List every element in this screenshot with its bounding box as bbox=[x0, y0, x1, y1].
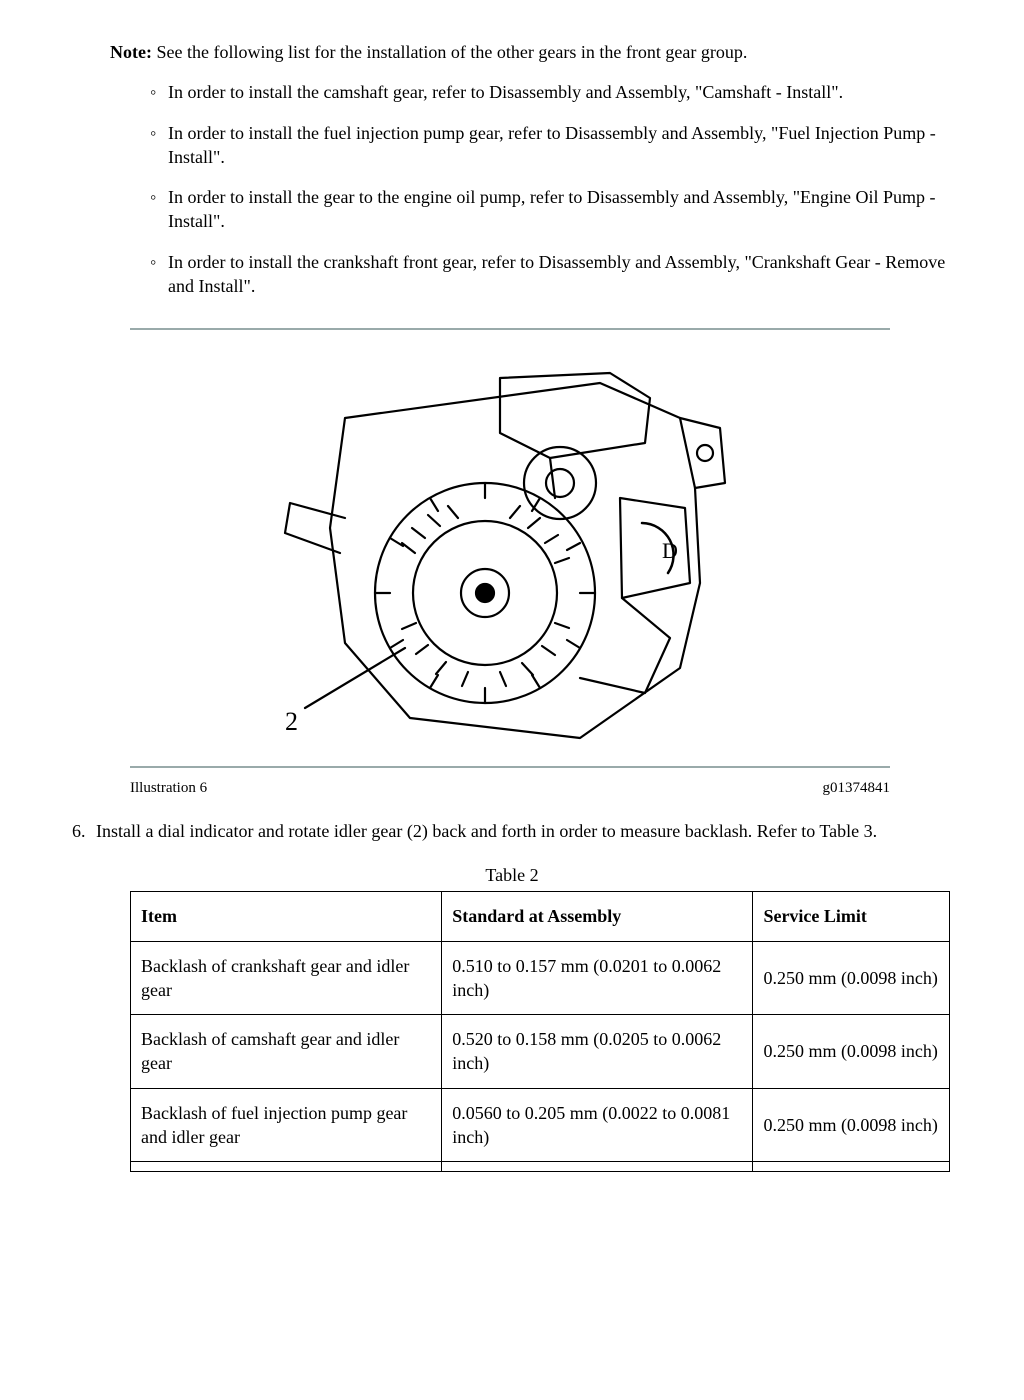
note-label: Note: bbox=[110, 42, 152, 62]
procedure-list: Install a dial indicator and rotate idle… bbox=[90, 819, 964, 843]
col-limit: Service Limit bbox=[753, 892, 950, 941]
note-paragraph: Note: See the following list for the ins… bbox=[110, 40, 964, 64]
table-header-row: Item Standard at Assembly Service Limit bbox=[131, 892, 950, 941]
cell: Backlash of fuel injection pump gear and… bbox=[131, 1088, 442, 1162]
table-row: Backlash of fuel injection pump gear and… bbox=[131, 1088, 950, 1162]
note-text: See the following list for the installat… bbox=[156, 42, 747, 62]
illustration-label: Illustration 6 bbox=[130, 778, 207, 798]
table-caption: Table 2 bbox=[60, 863, 964, 887]
cell: 0.250 mm (0.0098 inch) bbox=[753, 1015, 950, 1089]
figure-block: D 2 bbox=[130, 328, 890, 768]
table-row-empty bbox=[131, 1162, 950, 1172]
note-item: In order to install the fuel injection p… bbox=[150, 121, 964, 170]
backlash-table: Item Standard at Assembly Service Limit … bbox=[130, 891, 950, 1172]
illustration-code: g01374841 bbox=[823, 778, 891, 798]
figure-bottom-rule bbox=[130, 766, 890, 768]
cell: 0.250 mm (0.0098 inch) bbox=[753, 941, 950, 1015]
gear-illustration: D 2 bbox=[250, 348, 770, 748]
note-sublist: In order to install the camshaft gear, r… bbox=[150, 80, 964, 298]
cell: 0.520 to 0.158 mm (0.0205 to 0.0062 inch… bbox=[442, 1015, 753, 1089]
illustration-caption: Illustration 6 g01374841 bbox=[130, 778, 890, 798]
cell: 0.510 to 0.157 mm (0.0201 to 0.0062 inch… bbox=[442, 941, 753, 1015]
step-6: Install a dial indicator and rotate idle… bbox=[90, 819, 964, 843]
figure-top-rule bbox=[130, 328, 890, 330]
table-row: Backlash of camshaft gear and idler gear… bbox=[131, 1015, 950, 1089]
note-item: In order to install the gear to the engi… bbox=[150, 185, 964, 234]
cell: 0.250 mm (0.0098 inch) bbox=[753, 1088, 950, 1162]
cell: Backlash of crankshaft gear and idler ge… bbox=[131, 941, 442, 1015]
cell: 0.0560 to 0.205 mm (0.0022 to 0.0081 inc… bbox=[442, 1088, 753, 1162]
arc-label: D bbox=[662, 538, 678, 563]
callout-2: 2 bbox=[285, 707, 298, 736]
col-item: Item bbox=[131, 892, 442, 941]
note-item: In order to install the crankshaft front… bbox=[150, 250, 964, 299]
col-standard: Standard at Assembly bbox=[442, 892, 753, 941]
cell: Backlash of camshaft gear and idler gear bbox=[131, 1015, 442, 1089]
table-row: Backlash of crankshaft gear and idler ge… bbox=[131, 941, 950, 1015]
note-item: In order to install the camshaft gear, r… bbox=[150, 80, 964, 104]
